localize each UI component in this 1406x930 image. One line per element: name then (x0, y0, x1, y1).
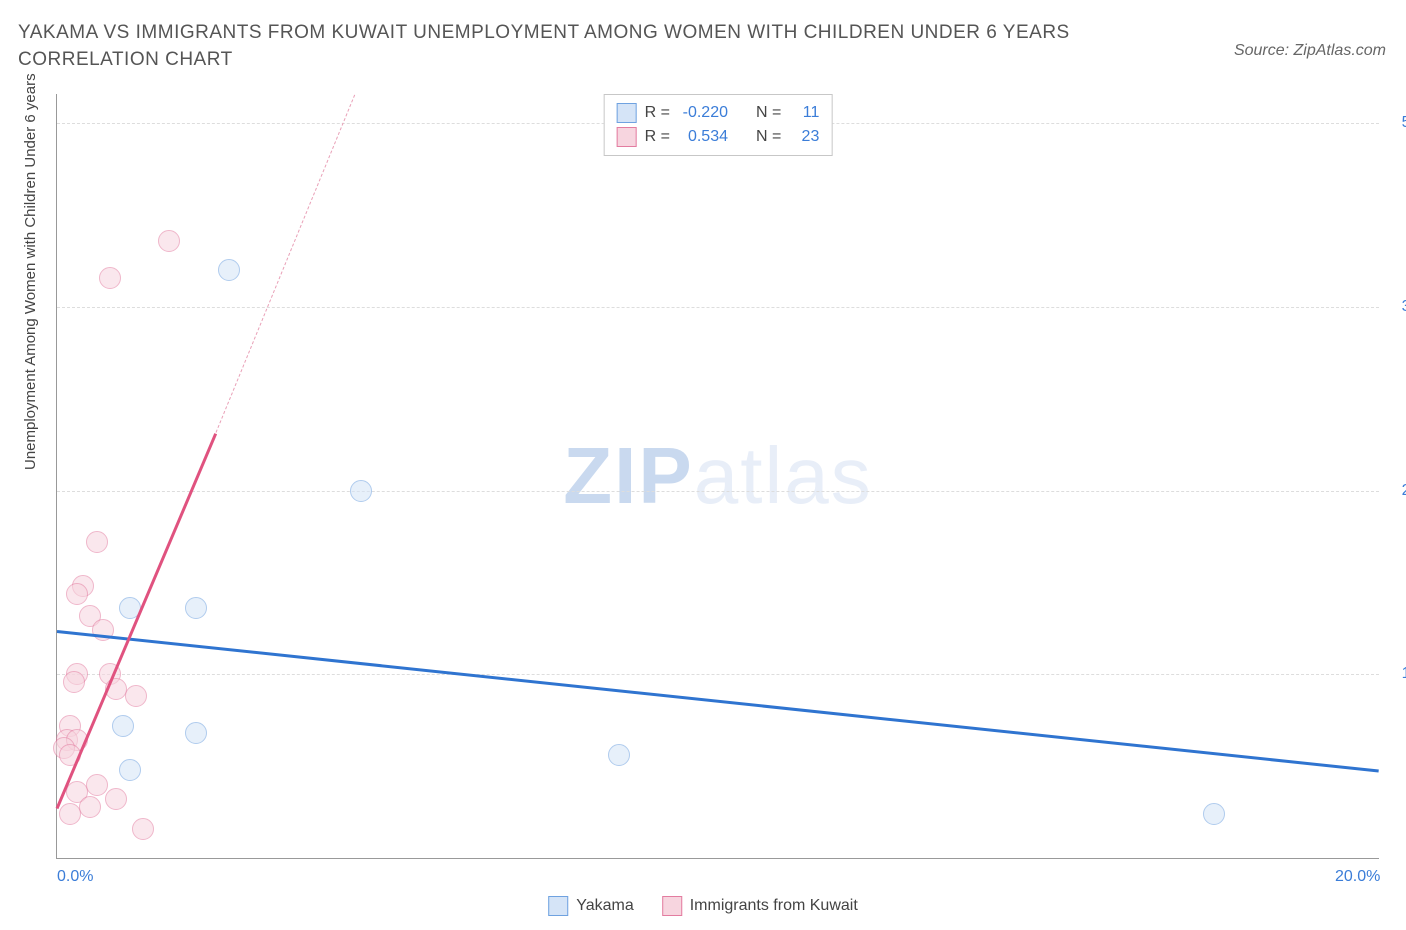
legend-swatch (662, 896, 682, 916)
y-axis-label: Unemployment Among Women with Children U… (22, 73, 39, 470)
r-label: R = (645, 101, 670, 125)
trend-line (57, 630, 1379, 773)
r-value: -0.220 (678, 101, 728, 125)
legend-label: Immigrants from Kuwait (690, 897, 858, 915)
stats-legend: R = -0.220 N = 11 R = 0.534 N = 23 (604, 94, 833, 156)
data-point (86, 531, 108, 553)
data-point (59, 803, 81, 825)
y-tick-label: 37.5% (1387, 298, 1406, 316)
n-label: N = (756, 101, 781, 125)
data-point (79, 796, 101, 818)
data-point (218, 259, 240, 281)
legend-item: Yakama (548, 896, 634, 916)
legend-swatch (617, 103, 637, 123)
source-label: Source: ZipAtlas.com (1234, 42, 1386, 60)
data-point (132, 818, 154, 840)
data-point (158, 230, 180, 252)
series-legend: Yakama Immigrants from Kuwait (548, 896, 858, 916)
legend-swatch (548, 896, 568, 916)
watermark-atlas: atlas (694, 431, 873, 520)
data-point (105, 788, 127, 810)
watermark: ZIPatlas (563, 430, 872, 522)
gridline (57, 491, 1379, 492)
data-point (119, 759, 141, 781)
data-point (608, 744, 630, 766)
y-tick-label: 50.0% (1387, 114, 1406, 132)
stats-row: R = -0.220 N = 11 (617, 101, 820, 125)
n-value: 11 (789, 101, 819, 125)
r-label: R = (645, 125, 670, 149)
gridline (57, 674, 1379, 675)
y-tick-label: 25.0% (1387, 482, 1406, 500)
data-point (99, 267, 121, 289)
gridline (57, 307, 1379, 308)
watermark-zip: ZIP (563, 431, 693, 520)
data-point (112, 715, 134, 737)
data-point (63, 671, 85, 693)
data-point (66, 583, 88, 605)
legend-item: Immigrants from Kuwait (662, 896, 858, 916)
data-point (185, 722, 207, 744)
data-point (1203, 803, 1225, 825)
stats-row: R = 0.534 N = 23 (617, 125, 820, 149)
page-title: YAKAMA VS IMMIGRANTS FROM KUWAIT UNEMPLO… (18, 20, 1118, 73)
legend-label: Yakama (576, 897, 634, 915)
data-point (185, 597, 207, 619)
data-point (125, 685, 147, 707)
data-point (86, 774, 108, 796)
y-tick-label: 12.5% (1387, 665, 1406, 683)
r-value: 0.534 (678, 125, 728, 149)
x-tick-label: 20.0% (1335, 868, 1380, 886)
legend-swatch (617, 127, 637, 147)
n-label: N = (756, 125, 781, 149)
scatter-chart: ZIPatlas R =-0.220N =11R =0.534N =23 12.… (56, 94, 1379, 859)
n-value: 23 (789, 125, 819, 149)
x-tick-label: 0.0% (57, 868, 93, 886)
data-point (350, 480, 372, 502)
